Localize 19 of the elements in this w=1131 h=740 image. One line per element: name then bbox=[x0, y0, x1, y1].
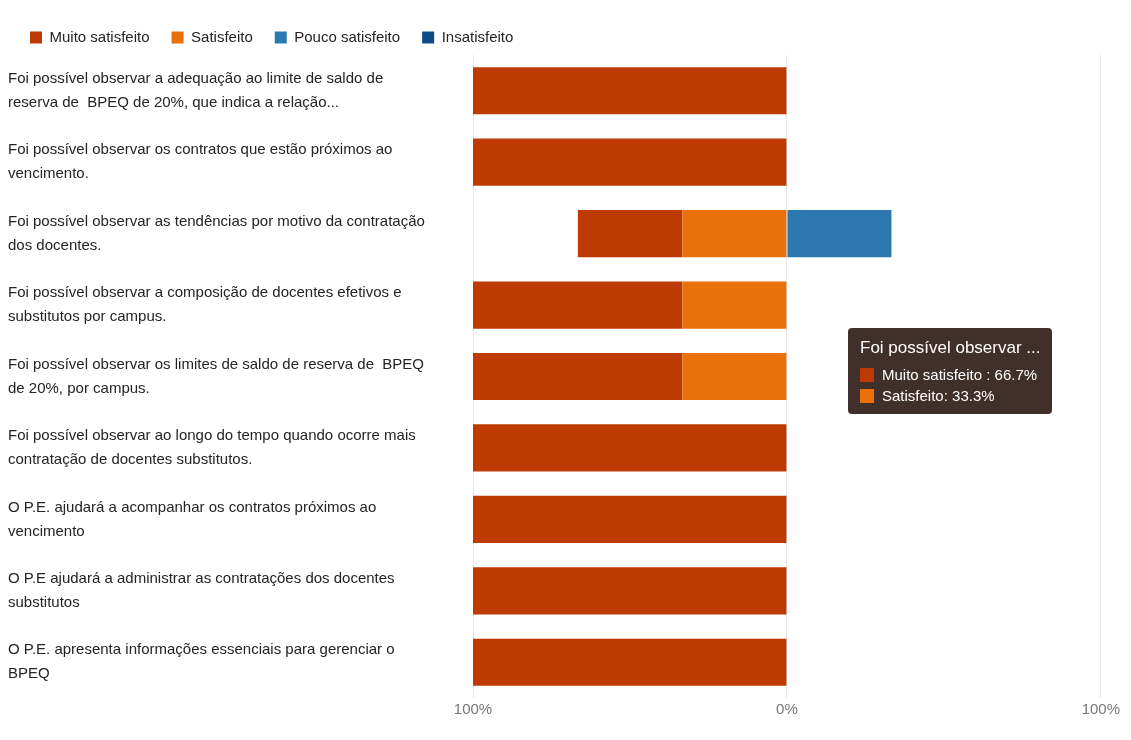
legend-label: Muito satisfeito bbox=[49, 27, 150, 45]
y-tick-label: Foi possível observar ao longo do tempo quando ocorre mais contratação de docentes substitutos. bbox=[8, 426, 416, 468]
y-tick-label: Foi possível observar os limites de saldo de reserva de BPEQ de 20%, por campus. bbox=[8, 354, 425, 396]
x-tick-label: 100% bbox=[453, 700, 493, 718]
x-tick-label: 100% bbox=[1081, 700, 1121, 718]
y-tick-label: O P.E ajudará a administrar as contratações dos docentes substitutos bbox=[8, 568, 395, 610]
x-tick-label: 0% bbox=[776, 700, 798, 718]
legend-label: Satisfeito bbox=[191, 27, 253, 45]
annotation: Muito satisfeito : 66.7% bbox=[882, 366, 1038, 383]
y-tick-label: O P.E. ajudará a acompanhar os contratos próximos ao vencimento bbox=[8, 497, 377, 539]
y-tick-label: Foi possível observar as tendências por motivo da contratação dos docentes. bbox=[8, 211, 425, 253]
y-tick-label: O P.E. apresenta informações essenciais para gerenciar o BPEQ bbox=[8, 640, 395, 682]
y-tick-label: Foi possível observar os contratos que estão próximos ao vencimento. bbox=[8, 140, 393, 182]
y-tick-label: Foi possível observar a adequação ao limite de saldo de reserva de BPEQ de 20%, que indica a relação... bbox=[8, 68, 384, 110]
annotation: Satisfeito: 33.3% bbox=[882, 387, 995, 404]
y-tick-label: Foi possível observar a composição de docentes efetivos e substitutos por campus. bbox=[8, 283, 402, 325]
legend-label: Insatisfeito bbox=[441, 27, 514, 45]
legend-label: Pouco satisfeito bbox=[294, 27, 401, 45]
annotation: Foi possível observar ... bbox=[860, 338, 1041, 358]
